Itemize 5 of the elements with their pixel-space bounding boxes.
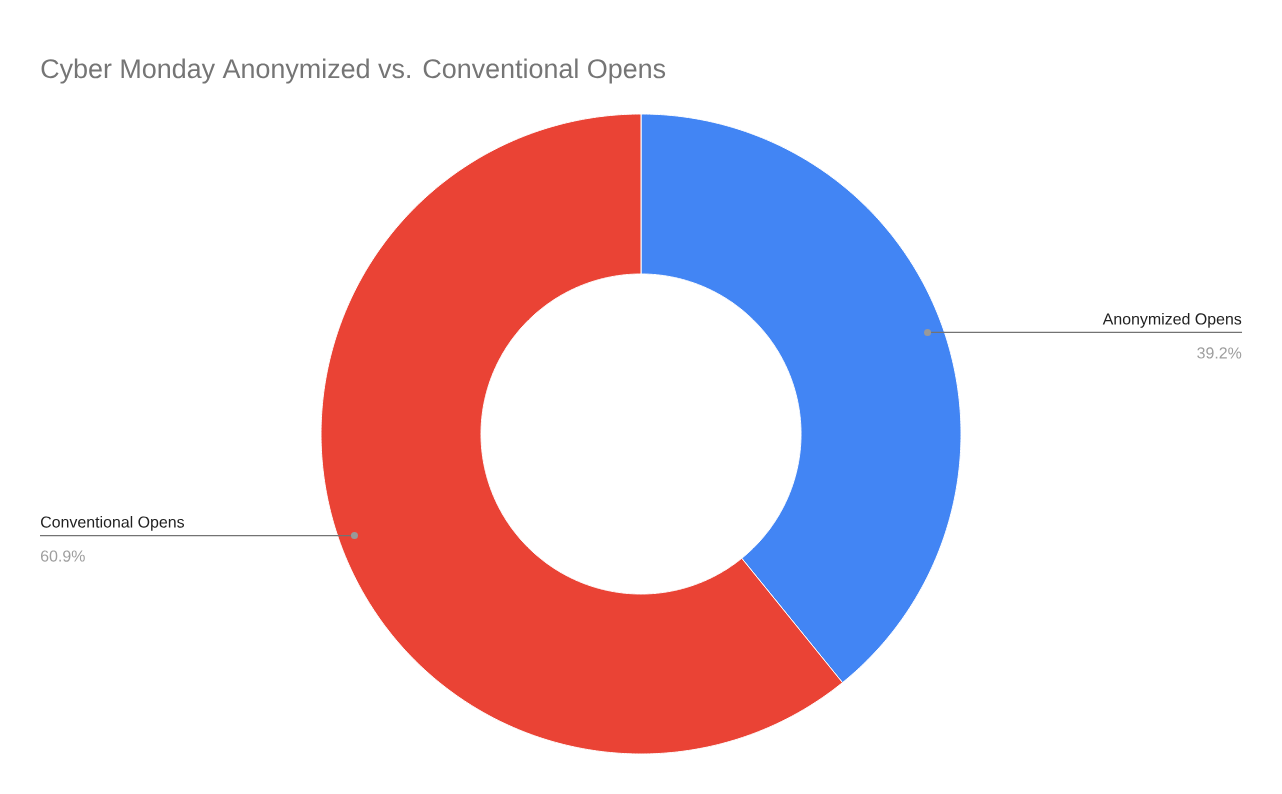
data-label: 60.9% [41,550,85,562]
data-label: 39.2% [1197,347,1242,359]
slice-label: Conventional Opens [41,515,185,531]
chart-title: Cyber Monday Anonymized vs. Conventional Opens [41,58,666,84]
slice-label: Anonymized Opens [1102,312,1242,328]
